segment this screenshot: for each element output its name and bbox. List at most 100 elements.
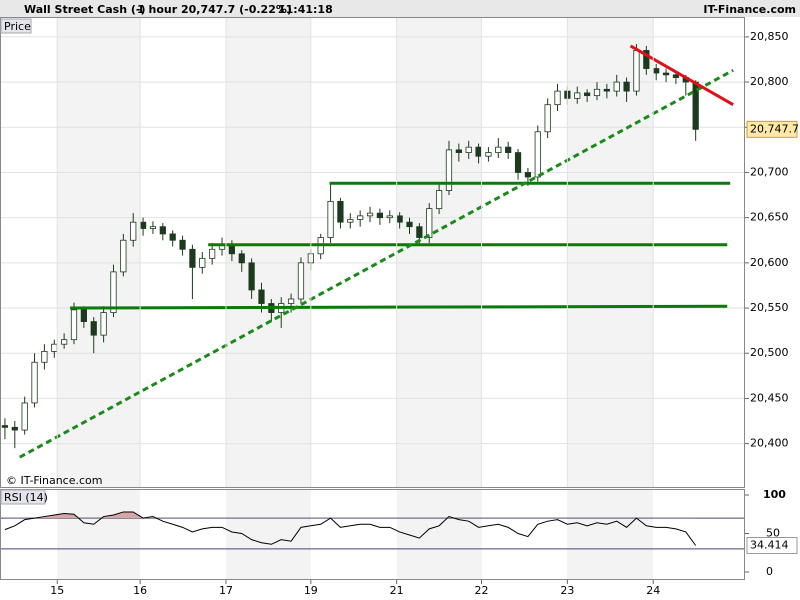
x-tick-label: 17 — [219, 584, 233, 597]
candle-body — [169, 233, 176, 241]
candle-body — [21, 402, 28, 431]
rsi-frame — [0, 489, 745, 580]
candle-body — [238, 253, 245, 264]
candle-body — [248, 262, 255, 291]
y-tick-label: 20,850 — [750, 30, 789, 43]
time: 11:41:18 — [278, 3, 333, 16]
y-tick-label: 0 — [766, 565, 773, 578]
y-tick-label: 100 — [763, 488, 786, 501]
rsi-panel-label: RSI (14) — [4, 491, 48, 504]
candle-body — [544, 104, 551, 133]
candle-body — [327, 200, 334, 238]
candle-body — [623, 81, 630, 92]
y-tick-label: 20,400 — [750, 437, 789, 450]
candle-body — [485, 152, 492, 157]
x-tick-label: 21 — [390, 584, 404, 597]
last-rsi-box — [746, 536, 798, 554]
candle-body — [31, 361, 38, 404]
rsi-line — [4, 511, 697, 546]
candle-body — [159, 226, 166, 235]
header-bar — [0, 0, 800, 17]
candle-body — [70, 309, 78, 341]
candle-body — [386, 215, 393, 219]
x-tick-label: 15 — [50, 584, 64, 597]
site: IT-Finance.com — [703, 3, 796, 16]
day-band — [397, 489, 482, 580]
candle-body — [593, 88, 601, 97]
y-tick-label: 50 — [766, 526, 780, 539]
candle-body — [416, 226, 423, 238]
candle-body — [475, 146, 482, 157]
candle-body — [633, 50, 640, 92]
last-rsi-label: 34.414 — [750, 538, 789, 551]
candle-body — [179, 239, 186, 250]
candle-body — [366, 212, 374, 217]
candle-body — [209, 248, 216, 259]
interval: 1 hour — [137, 3, 178, 16]
day-band — [57, 489, 140, 580]
watermark: © IT-Finance.com — [6, 474, 103, 487]
candle-body — [189, 248, 196, 268]
candle-body — [445, 149, 453, 191]
candle-body — [672, 74, 680, 78]
candle-body — [435, 190, 443, 210]
x-tick-label: 24 — [646, 584, 660, 597]
candle-body — [653, 68, 660, 74]
trendline — [70, 304, 728, 310]
candle-body — [465, 146, 472, 153]
candle-body — [130, 221, 137, 241]
x-tick-label: 23 — [560, 584, 574, 597]
candle-body — [514, 152, 522, 173]
candle-body — [662, 72, 670, 76]
last-price-label: 20,747.7 — [750, 122, 799, 135]
candle-body — [51, 343, 58, 352]
y-tick-label: 20,700 — [750, 165, 789, 178]
last-price-box — [746, 120, 798, 138]
candle-body — [643, 50, 650, 69]
day-band — [226, 489, 311, 580]
candle-body — [613, 81, 620, 92]
candle-body — [1, 425, 9, 428]
candle-body — [554, 90, 561, 106]
y-tick-label: 20,800 — [750, 75, 789, 88]
candle-body — [406, 221, 413, 228]
candle-body — [455, 149, 462, 153]
candle-body — [376, 212, 384, 219]
candle-body — [110, 271, 117, 313]
candle-body — [287, 298, 295, 304]
candle-body — [100, 312, 107, 336]
candle-body — [505, 146, 512, 153]
y-tick-label: 20,550 — [750, 301, 789, 314]
candle-body — [603, 88, 610, 92]
day-band — [57, 17, 140, 487]
overbought-area — [34, 511, 454, 519]
candle-body — [495, 146, 502, 153]
plot-layer — [0, 17, 745, 550]
quote: 20,747.7 (-0.22%) — [181, 3, 292, 16]
x-tick-label: 16 — [133, 584, 147, 597]
y-tick-label: 20,450 — [750, 391, 789, 404]
price-panel-label: Price — [4, 20, 31, 33]
panel-label-box — [0, 18, 32, 34]
candle-body — [426, 208, 433, 238]
instrument: Wall Street Cash (-) — [24, 3, 145, 16]
candle-body — [258, 289, 265, 304]
candle-body — [90, 321, 97, 336]
candle-body — [11, 426, 18, 431]
candle-body — [534, 131, 541, 178]
candle-body — [80, 309, 87, 322]
candle-body — [357, 215, 364, 220]
candle-body — [297, 262, 305, 300]
trendline — [629, 44, 734, 106]
candle-body — [524, 172, 532, 178]
trendline — [19, 69, 734, 459]
candle-body — [199, 257, 206, 268]
candle-body — [396, 215, 403, 223]
y-tick-label: 20,600 — [750, 256, 789, 269]
panel-label-box — [0, 489, 46, 505]
candle-body — [574, 92, 581, 99]
day-band — [397, 17, 482, 487]
y-tick-label: 20,650 — [750, 211, 789, 224]
